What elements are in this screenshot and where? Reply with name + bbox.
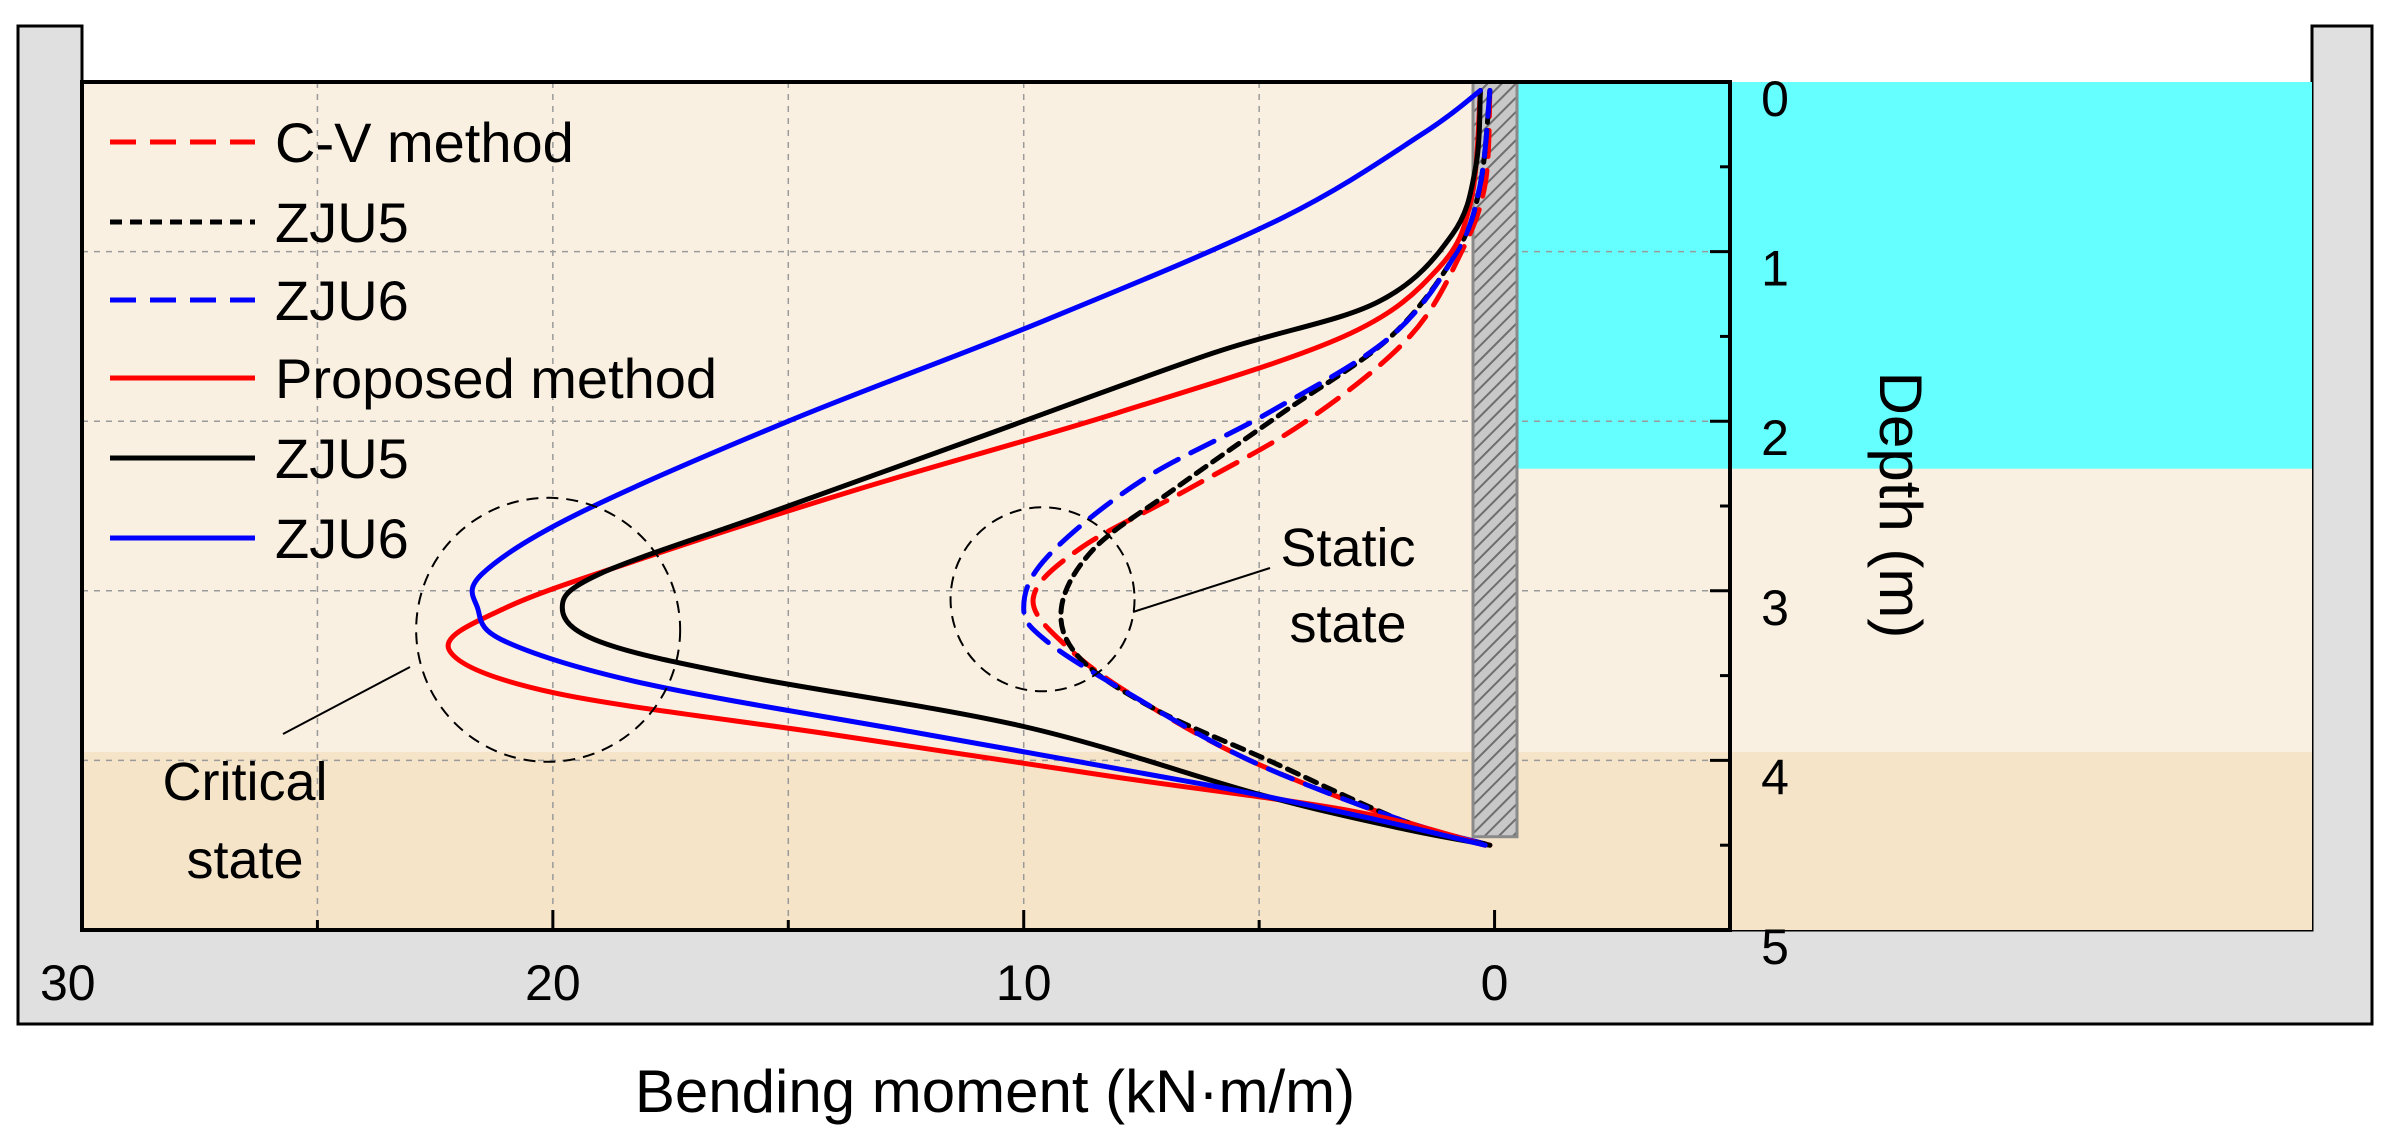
y-tick-label-2: 2 bbox=[1761, 410, 1789, 466]
critical-state-label-line1: Critical bbox=[162, 752, 327, 812]
soil-layer-deep bbox=[82, 751, 2312, 930]
x-tick-label-20: 20 bbox=[525, 955, 581, 1011]
series-line-5-zju6 bbox=[469, 88, 1488, 848]
y-tick-label-1: 1 bbox=[1761, 241, 1789, 297]
y-tick-label-5: 5 bbox=[1761, 919, 1789, 975]
legend: C-V method ZJU5 ZJU6 Proposed method ZJU… bbox=[110, 111, 717, 570]
axis-ticks: 30 20 10 0 0 1 2 3 4 5 bbox=[40, 71, 1789, 1011]
series-group bbox=[445, 88, 1493, 848]
critical-state-leader bbox=[282, 666, 411, 735]
x-axis-title: Bending moment (kN·m/m) bbox=[635, 1058, 1355, 1125]
critical-state-circle bbox=[415, 496, 682, 763]
x-tick-label-10: 10 bbox=[996, 955, 1052, 1011]
water-layer bbox=[1517, 82, 2312, 469]
legend-label-zju6-static: ZJU6 bbox=[275, 269, 409, 332]
y-axis-title: Depth (m) bbox=[1867, 372, 1934, 639]
legend-label-proposed-method: Proposed method bbox=[275, 347, 717, 410]
series-line-1-zju5 bbox=[1058, 88, 1493, 848]
legend-label-zju5-critical: ZJU5 bbox=[275, 427, 409, 490]
series-line-3-proposed-method bbox=[445, 88, 1488, 848]
legend-label-cv-method: C-V method bbox=[275, 111, 574, 174]
x-tick-label-0: 0 bbox=[1481, 955, 1509, 1011]
y-tick-label-3: 3 bbox=[1761, 580, 1789, 636]
series-line-2-zju6 bbox=[1021, 88, 1493, 848]
static-state-label-line2: state bbox=[1289, 594, 1406, 654]
series-line-4-zju5 bbox=[559, 88, 1493, 848]
y-tick-label-0: 0 bbox=[1761, 71, 1789, 127]
legend-label-zju6-critical: ZJU6 bbox=[275, 507, 409, 570]
static-state-leader bbox=[1132, 567, 1271, 613]
y-tick-label-4: 4 bbox=[1761, 749, 1789, 805]
static-state-circle bbox=[949, 506, 1136, 693]
legend-label-zju5-static: ZJU5 bbox=[275, 191, 409, 254]
critical-state-label-line2: state bbox=[186, 830, 303, 890]
static-state-label-line1: Static bbox=[1280, 518, 1415, 578]
x-tick-label-30: 30 bbox=[40, 955, 96, 1011]
